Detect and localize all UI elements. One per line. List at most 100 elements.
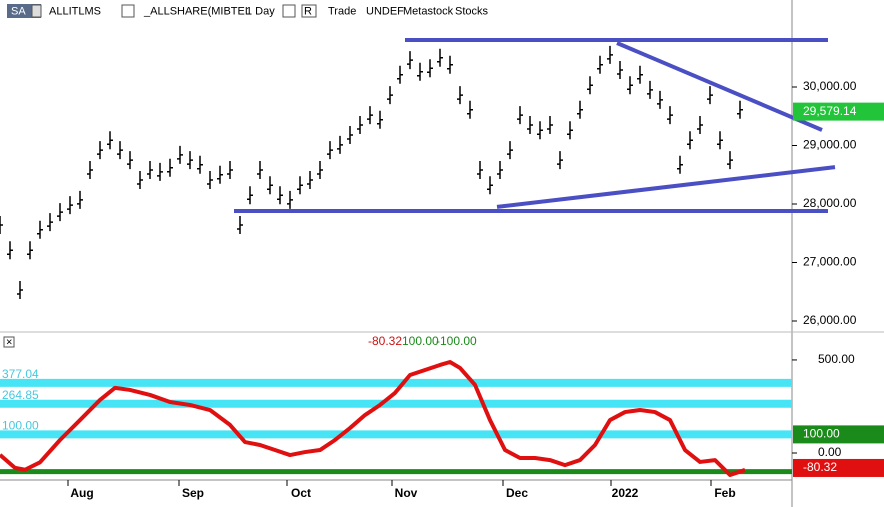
price-bar (677, 155, 683, 174)
price-bar (327, 141, 333, 160)
symbol[interactable]: SA (11, 5, 26, 17)
x-tick-label: Oct (291, 486, 311, 500)
price-bar (117, 141, 123, 160)
price-bar (127, 151, 133, 170)
dropdown[interactable] (121, 4, 135, 18)
close-icon[interactable]: × (6, 336, 12, 348)
price-bar (627, 76, 633, 95)
r-button[interactable] (301, 4, 317, 18)
index-name: _ALLSHARE(MIBTEL (143, 5, 251, 17)
price-bar (397, 65, 403, 84)
x-tick-label: Nov (395, 486, 418, 500)
trendline (616, 41, 823, 132)
level-label: 100.00 (2, 419, 39, 433)
price-bar (77, 190, 83, 209)
price-bar (277, 186, 283, 205)
price-bar (737, 100, 743, 119)
price-bar (437, 48, 443, 67)
price-bar (417, 62, 423, 81)
price-bar (317, 161, 323, 180)
price-bar (137, 171, 143, 190)
price-bar (167, 158, 173, 177)
price-bar (617, 61, 623, 80)
price-bar (427, 59, 433, 78)
group: Stocks (455, 5, 489, 17)
price-bar (367, 106, 373, 125)
last-price-tag (793, 102, 884, 121)
price-bar (337, 135, 343, 154)
y-tick-label: 0.00 (818, 445, 842, 459)
instrument-name: ALLITLMS (49, 5, 101, 17)
y-tick-label: 28,000.00 (803, 196, 857, 210)
price-bar (147, 161, 153, 180)
price-bar (727, 151, 733, 170)
last-price-label: 29,579.14 (803, 104, 857, 118)
price-bar (457, 86, 463, 105)
x-tick-label: Aug (70, 486, 93, 500)
indicator-header: -100.00 (436, 334, 477, 348)
price-bar (567, 121, 573, 140)
price-bar (47, 213, 53, 232)
price-bar (597, 55, 603, 74)
price-bar (687, 131, 693, 150)
price-bar (467, 100, 473, 119)
price-bar (267, 176, 273, 195)
price-bar (477, 161, 483, 180)
x-tick-label: Sep (182, 486, 204, 500)
y-tick-label: 26,000.00 (803, 313, 857, 327)
price-bar (707, 86, 713, 105)
level-tag (793, 425, 884, 444)
price-bar (637, 65, 643, 84)
price-bar (347, 125, 353, 144)
last-value-label: -80.32 (803, 460, 837, 474)
price-bar (587, 76, 593, 95)
mode: Trade (328, 5, 356, 17)
source: Metastock (403, 5, 454, 17)
dropdown[interactable] (282, 4, 296, 18)
price-bar (37, 220, 43, 239)
price-bar (557, 151, 563, 170)
price-bar (667, 106, 673, 125)
level-tag-label: 100.00 (803, 427, 840, 441)
price-bar (357, 116, 363, 135)
price-bar (107, 131, 113, 150)
price-bar (27, 241, 33, 260)
indicator-header: 100.00 (402, 334, 439, 348)
field: UNDEF (366, 5, 404, 17)
price-bar (387, 86, 393, 105)
close-button[interactable] (3, 336, 15, 348)
y-tick-label: 500.00 (818, 352, 855, 366)
period: 1 Day (246, 5, 275, 17)
price-bar (697, 116, 703, 135)
price-bar (257, 161, 263, 180)
price-bar (227, 161, 233, 180)
price-bar (287, 190, 293, 209)
price-bar (157, 162, 163, 181)
price-bar (497, 161, 503, 180)
price-bar (297, 176, 303, 195)
price-bar (0, 216, 3, 235)
price-bar (647, 80, 653, 99)
price-bar (377, 110, 383, 129)
price-bar (57, 203, 63, 222)
price-bar (577, 100, 583, 119)
price-bar (447, 55, 453, 74)
y-tick-label: 27,000.00 (803, 255, 857, 269)
r-label[interactable]: R (304, 5, 312, 17)
price-bar (177, 145, 183, 164)
x-tick-label: 2022 (612, 486, 639, 500)
price-bar (17, 280, 23, 299)
price-bar (607, 45, 613, 64)
price-bar (407, 51, 413, 70)
price-bar (67, 196, 73, 215)
x-tick-label: Feb (714, 486, 735, 500)
price-bar (507, 141, 513, 160)
indicator-header: -80.32 (368, 334, 402, 348)
trendline (496, 165, 836, 209)
price-bar (207, 171, 213, 190)
dropdown[interactable] (31, 4, 42, 18)
level-label: 377.04 (2, 367, 39, 381)
indicator-line (0, 359, 746, 477)
